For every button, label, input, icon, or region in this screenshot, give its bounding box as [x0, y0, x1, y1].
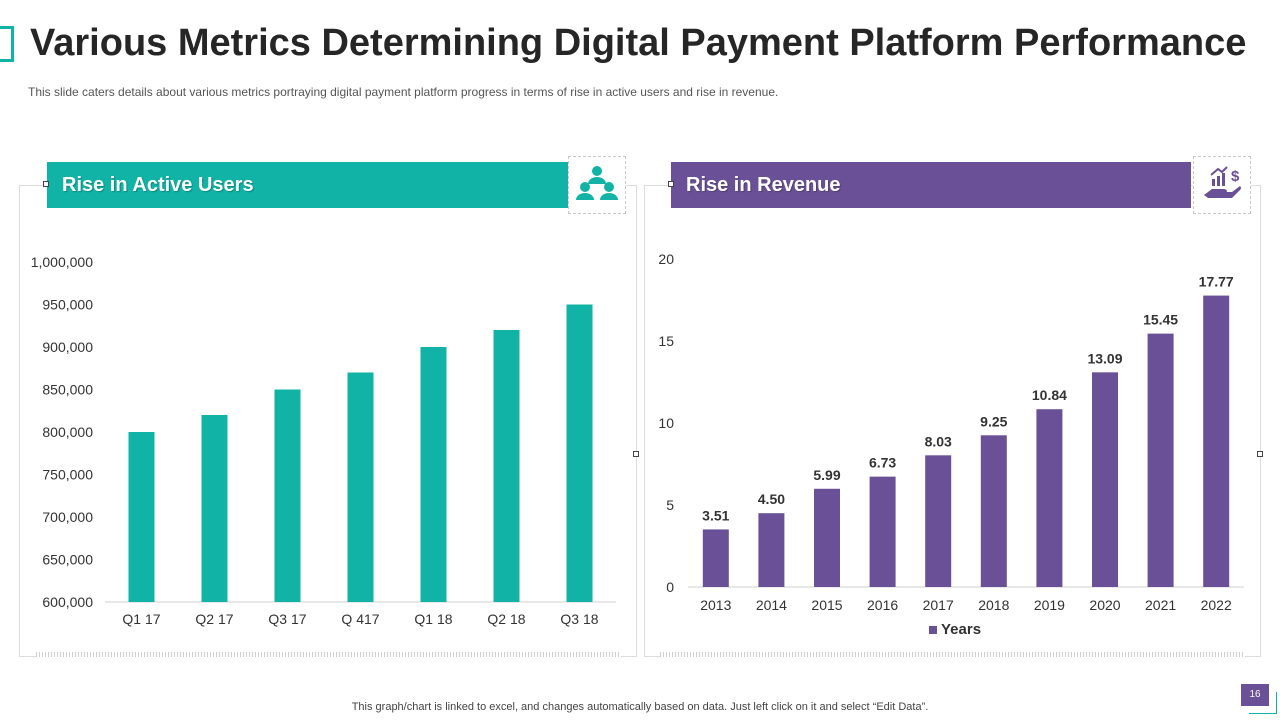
x-tick-label: Q3 18 — [560, 611, 598, 627]
data-label: 13.09 — [1087, 350, 1122, 366]
data-label: 4.50 — [758, 491, 785, 507]
selection-handle — [668, 181, 674, 187]
bar — [128, 432, 155, 602]
bar — [814, 488, 840, 587]
bar — [566, 304, 593, 602]
x-tick-label: Q3 17 — [268, 611, 306, 627]
x-tick-label: Q1 18 — [414, 611, 452, 627]
data-label: 3.51 — [702, 507, 729, 523]
x-tick-label: 2018 — [978, 597, 1009, 613]
bar — [980, 435, 1007, 587]
data-label: 15.45 — [1143, 312, 1178, 328]
page-number-decoration — [1249, 692, 1277, 714]
y-tick-label: 850,000 — [42, 382, 93, 398]
data-label: 5.99 — [813, 467, 840, 483]
x-tick-label: 2019 — [1034, 597, 1065, 613]
svg-text:$: $ — [1231, 168, 1240, 185]
bar — [869, 476, 896, 587]
x-tick-label: 2020 — [1089, 597, 1120, 613]
panel-stripe — [36, 652, 621, 657]
bar — [758, 513, 785, 587]
x-tick-label: Q1 17 — [122, 611, 160, 627]
selection-handle — [1257, 451, 1263, 457]
slide-title: Various Metrics Determining Digital Paym… — [30, 22, 1247, 64]
y-tick-label: 800,000 — [42, 424, 93, 440]
bar — [1036, 409, 1063, 587]
selection-handle — [633, 451, 639, 457]
bar — [493, 330, 520, 602]
footer-note: This graph/chart is linked to excel, and… — [351, 701, 929, 713]
x-tick-label: 2014 — [756, 597, 787, 613]
x-tick-label: 2016 — [867, 597, 898, 613]
revenue-icon-box: $ — [1193, 156, 1251, 214]
y-tick-label: 600,000 — [42, 594, 93, 610]
data-label: 8.03 — [925, 433, 952, 449]
y-tick-label: 5 — [666, 497, 674, 513]
users-group-icon — [576, 166, 618, 200]
x-tick-label: 2015 — [811, 597, 842, 613]
x-tick-label: 2022 — [1201, 597, 1232, 613]
y-tick-label: 10 — [658, 415, 674, 431]
x-tick-label: Q2 18 — [487, 611, 525, 627]
y-tick-label: 0 — [666, 579, 674, 595]
bar — [201, 415, 228, 602]
y-tick-label: 650,000 — [42, 552, 93, 568]
y-tick-label: 950,000 — [42, 297, 93, 313]
page-number: 16 — [1241, 684, 1269, 706]
legend-label: Years — [941, 621, 981, 638]
legend-swatch — [929, 626, 937, 634]
y-tick-label: 900,000 — [42, 339, 93, 355]
slide-subtitle: This slide caters details about various … — [28, 85, 779, 99]
bar — [347, 372, 374, 602]
x-tick-label: 2013 — [700, 597, 731, 613]
bar — [420, 347, 447, 602]
revenue-header: Rise in Revenue — [671, 162, 1191, 208]
x-tick-label: 2021 — [1145, 597, 1176, 613]
panel-stripe — [660, 652, 1245, 657]
bar — [1147, 333, 1174, 587]
data-label: 6.73 — [869, 455, 896, 471]
bar — [925, 455, 952, 587]
selection-handle — [43, 181, 49, 187]
y-tick-label: 750,000 — [42, 467, 93, 483]
x-tick-label: Q 417 — [341, 611, 379, 627]
bar — [702, 529, 729, 587]
x-tick-label: 2017 — [923, 597, 954, 613]
y-tick-label: 20 — [658, 251, 674, 267]
y-tick-label: 700,000 — [42, 509, 93, 525]
title-accent-bracket — [0, 26, 14, 62]
bar — [1092, 372, 1118, 587]
users-icon-box — [568, 156, 626, 214]
bar — [274, 389, 301, 602]
bar — [1203, 295, 1230, 587]
y-tick-label: 1,000,000 — [31, 254, 93, 270]
y-tick-label: 15 — [658, 333, 674, 349]
revenue-growth-icon: $ — [1204, 166, 1241, 198]
x-tick-label: Q2 17 — [195, 611, 233, 627]
data-label: 17.77 — [1199, 274, 1234, 290]
data-label: 9.25 — [980, 413, 1007, 429]
data-label: 10.84 — [1032, 387, 1067, 403]
active-users-header: Rise in Active Users — [47, 162, 568, 208]
